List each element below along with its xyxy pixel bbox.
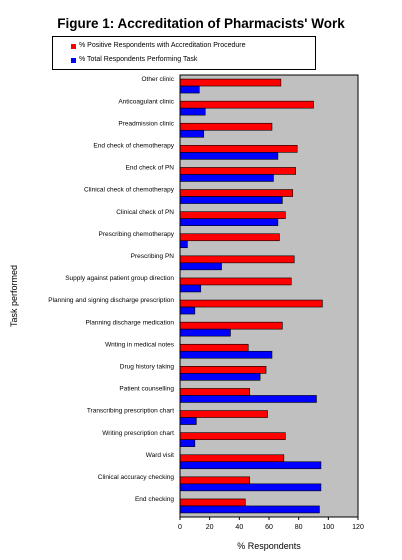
bar-performing-18 (179, 483, 322, 492)
bar-performing-4 (179, 174, 274, 182)
bar-performing-0 (179, 85, 200, 94)
bar-accreditation-16 (179, 432, 286, 440)
legend-item-performing: % Total Respondents Performing Task (71, 56, 198, 63)
bar-accreditation-3 (179, 145, 298, 153)
bar-accreditation-9 (179, 277, 292, 286)
bar-accreditation-17 (179, 454, 285, 463)
bar-performing-17 (179, 461, 322, 470)
x-tick-label-4: 80 (295, 524, 303, 531)
bar-accreditation-14 (179, 388, 251, 396)
category-label-10: Planning and signing discharge prescript… (48, 297, 174, 304)
category-label-6: Clinical check of PN (116, 209, 174, 216)
x-tick-label-5: 100 (322, 524, 334, 531)
bar-accreditation-19 (179, 498, 246, 507)
category-label-7: Prescribing chemotherapy (98, 231, 174, 238)
legend: % Positive Respondents with Accreditatio… (52, 36, 316, 70)
category-label-17: Ward visit (146, 452, 174, 459)
bar-performing-10 (179, 306, 196, 315)
y-axis-title: Task performed (9, 265, 19, 327)
category-label-9: Supply against patient group direction (65, 275, 174, 282)
x-tick-label-0: 0 (178, 524, 182, 531)
x-tick-label-1: 20 (206, 524, 214, 531)
legend-label-performing: % Total Respondents Performing Task (79, 56, 198, 63)
bar-accreditation-0 (179, 78, 282, 87)
bar-performing-9 (179, 284, 202, 293)
category-label-15: Transcribing prescription chart (87, 408, 174, 415)
x-tick-label-2: 40 (235, 524, 243, 531)
bar-performing-12 (179, 350, 273, 359)
category-label-4: End check of PN (126, 165, 175, 172)
x-axis-title: % Respondents (237, 541, 301, 551)
category-labels: Other clinic Anticoagulant clinic Preadmis… (48, 76, 174, 503)
bar-performing-16 (179, 439, 196, 447)
legend-swatch-red (71, 44, 76, 49)
bar-performing-15 (179, 417, 197, 425)
bar-performing-13 (179, 373, 261, 381)
bar-accreditation-12 (179, 343, 249, 352)
bar-accreditation-4 (179, 167, 296, 175)
bar-accreditation-11 (179, 321, 283, 330)
category-label-3: End check of chemotherapy (93, 142, 174, 149)
bar-performing-1 (179, 107, 206, 116)
bar-performing-8 (179, 262, 222, 271)
bar-accreditation-1 (179, 100, 314, 109)
category-label-12: Writing in medical notes (105, 341, 175, 348)
category-label-13: Drug history taking (120, 363, 175, 370)
x-tick-label-3: 60 (265, 524, 273, 531)
category-label-1: Anticoagulant clinic (118, 98, 174, 105)
category-label-18: Clinical accuracy checking (98, 474, 175, 481)
bar-performing-19 (179, 505, 320, 514)
bar-accreditation-6 (179, 211, 286, 219)
category-label-0: Other clinic (141, 76, 174, 83)
bar-accreditation-15 (179, 410, 268, 418)
bar-accreditation-7 (179, 233, 280, 242)
bar-performing-14 (179, 395, 317, 403)
chart-title: Figure 1: Accreditation of Pharmacists' … (57, 16, 345, 31)
category-label-8: Prescribing PN (131, 253, 175, 260)
plot-area (179, 74, 359, 518)
category-label-5: Clinical check of chemotherapy (84, 187, 175, 194)
category-label-2: Preadmission clinic (118, 120, 174, 127)
bar-performing-7 (179, 240, 188, 249)
x-tick-label-6: 120 (352, 524, 364, 531)
bar-accreditation-8 (179, 255, 295, 264)
category-label-11: Planning discharge medication (85, 319, 174, 326)
bar-accreditation-5 (179, 189, 294, 197)
category-label-16: Writing prescription chart (102, 430, 174, 437)
category-label-14: Patient counselling (119, 386, 174, 393)
x-axis-ticks: 0 20 40 60 80 100 120 (178, 517, 364, 531)
legend-item-accreditation: % Positive Respondents with Accreditatio… (71, 42, 246, 49)
bar-performing-3 (179, 152, 279, 160)
bar-performing-6 (179, 218, 279, 226)
bar-accreditation-18 (179, 476, 251, 485)
legend-label-accreditation: % Positive Respondents with Accreditatio… (79, 42, 246, 49)
bar-performing-11 (179, 328, 231, 337)
bar-accreditation-13 (179, 366, 267, 374)
category-label-19: End checking (135, 496, 174, 503)
legend-swatch-blue (71, 58, 76, 63)
bar-performing-2 (179, 129, 205, 138)
bar-accreditation-2 (179, 122, 273, 131)
bar-performing-5 (179, 196, 283, 204)
bar-accreditation-10 (179, 299, 323, 308)
